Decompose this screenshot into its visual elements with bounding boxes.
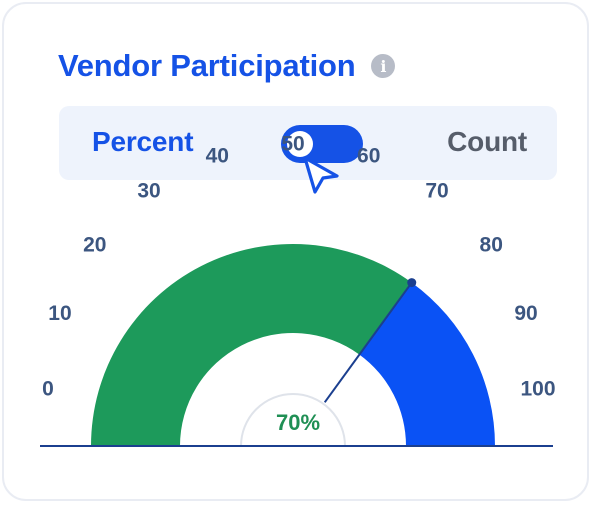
percent-option[interactable]: Percent (92, 126, 194, 157)
gauge-value-label: 70% (275, 410, 321, 435)
toggle-knob (287, 131, 313, 157)
gauge-arc-filled (91, 243, 412, 446)
gauge-inner-cap (240, 393, 346, 447)
gauge-tick-label: 70 (425, 179, 448, 202)
card-title: Vendor Participation (58, 48, 356, 83)
gauge-tick-label: 0 (42, 378, 54, 401)
gauge-tick-label: 20 (83, 234, 106, 257)
info-icon[interactable]: i (371, 54, 396, 78)
card-header: Vendor Participation i (58, 48, 396, 84)
gauge-arc-remaining (359, 282, 495, 446)
gauge-tick-label: 80 (480, 234, 503, 257)
pointer-cursor-icon (303, 156, 339, 194)
gauge-tick-label: 50 (281, 133, 304, 156)
gauge-tick-label: 40 (206, 145, 229, 168)
gauge-tick-label: 10 (48, 302, 71, 325)
gauge-tick-labels: 0 10 20 30 40 50 60 70 80 90 100 (42, 133, 555, 401)
count-option[interactable]: Count (447, 126, 527, 157)
gauge-tick-label: 90 (514, 302, 537, 325)
gauge-needle-dot (407, 278, 417, 288)
toggle-switch-icon[interactable] (281, 125, 363, 163)
gauge-tick-label: 30 (137, 179, 160, 202)
gauge-needle (323, 281, 413, 403)
gauge-tick-label: 60 (357, 145, 380, 168)
gauge-tick-label: 100 (520, 378, 555, 401)
